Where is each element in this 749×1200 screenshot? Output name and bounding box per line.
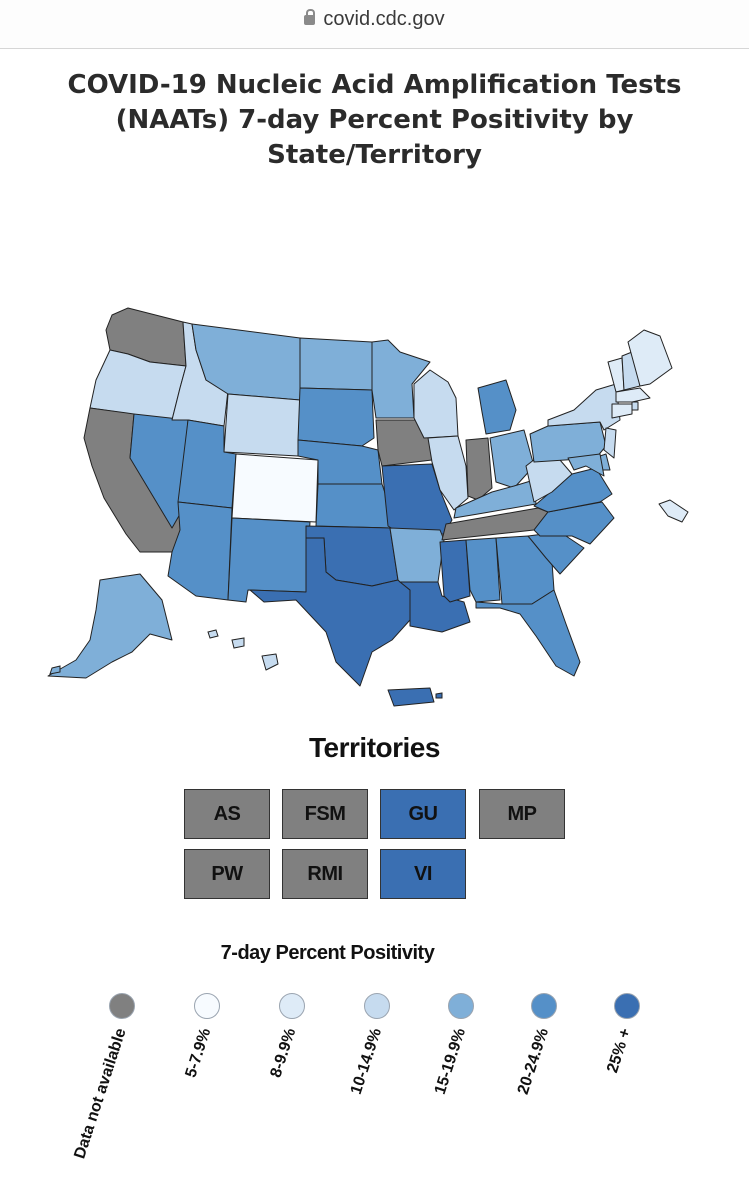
territory-vi[interactable]: VI [380, 849, 466, 899]
state-ms[interactable] [439, 539, 471, 603]
territory-rmi[interactable]: RMI [282, 849, 368, 899]
state-fl[interactable] [475, 589, 581, 677]
state-sd[interactable] [297, 387, 375, 447]
legend-swatch-8-9 [279, 993, 305, 1019]
state-oh[interactable] [489, 429, 535, 489]
territory-as[interactable]: AS [184, 789, 270, 839]
legend-swatch-na [109, 993, 135, 1019]
island-vi [435, 692, 443, 699]
legend-swatch-20-24 [531, 993, 557, 1019]
territory-pw[interactable]: PW [184, 849, 270, 899]
island-ak [49, 665, 61, 675]
state-nm[interactable] [227, 517, 311, 603]
island-hi [207, 629, 219, 639]
territory-label: PW [211, 862, 243, 885]
state-ks[interactable] [315, 483, 391, 529]
state-tx[interactable] [249, 537, 411, 687]
url-text: covid.cdc.gov [323, 8, 445, 30]
territory-label: RMI [307, 862, 343, 885]
state-il[interactable] [427, 435, 469, 511]
state-wi[interactable] [413, 369, 459, 439]
legend-label-25-plus: 25% + [604, 1026, 635, 1076]
legend-label-5-7: 5-7.9% [182, 1026, 215, 1080]
state-dc[interactable] [658, 499, 689, 523]
territory-label: MP [507, 802, 538, 825]
legend-label-8-9: 8-9.9% [267, 1026, 300, 1080]
state-in[interactable] [465, 437, 493, 501]
state-hi[interactable] [261, 653, 279, 671]
state-md[interactable] [567, 453, 605, 477]
state-co[interactable] [231, 453, 319, 523]
territory-label: VI [414, 862, 432, 885]
state-me[interactable] [627, 329, 673, 387]
state-nj[interactable] [603, 427, 617, 459]
territory-fsm[interactable]: FSM [282, 789, 368, 839]
state-ny[interactable] [547, 383, 621, 431]
page-title: COVID-19 Nucleic Acid Amplification Test… [67, 70, 682, 170]
lock-icon [304, 9, 316, 25]
state-al[interactable] [465, 537, 501, 603]
url-display[interactable]: covid.cdc.gov [0, 8, 749, 31]
territory-mp[interactable]: MP [479, 789, 565, 839]
territory-label: AS [213, 802, 241, 825]
legend-swatch-25-plus [614, 993, 640, 1019]
state-la[interactable] [399, 581, 471, 633]
state-ri[interactable] [631, 401, 639, 411]
state-pr[interactable] [387, 687, 435, 707]
state-ak[interactable] [47, 573, 173, 679]
territory-label: FSM [304, 802, 346, 825]
legend-label-20-24: 20-24.9% [514, 1026, 552, 1097]
legend-label-10-14: 10-14.9% [347, 1026, 385, 1097]
state-mi[interactable] [477, 379, 517, 435]
legend-title: 7-day Percent Positivity [220, 942, 435, 964]
state-ma[interactable] [615, 387, 651, 403]
state-wy[interactable] [223, 393, 301, 457]
state-ct[interactable] [611, 403, 633, 419]
state-mn[interactable] [371, 339, 431, 419]
legend-swatch-10-14 [364, 993, 390, 1019]
legend-swatch-15-19 [448, 993, 474, 1019]
legend-swatch-5-7 [194, 993, 220, 1019]
state-nd[interactable] [299, 337, 373, 391]
legend-label-15-19: 15-19.9% [431, 1026, 469, 1097]
us-state-map [47, 307, 689, 707]
browser-address-bar[interactable]: covid.cdc.gov [0, 0, 749, 49]
territory-label: GU [408, 802, 439, 825]
territories-heading: Territories [309, 732, 440, 763]
state-ar[interactable] [389, 527, 445, 583]
territory-gu[interactable]: GU [380, 789, 466, 839]
legend-label-na: Data not available [71, 1026, 130, 1161]
island-hi [231, 637, 245, 649]
